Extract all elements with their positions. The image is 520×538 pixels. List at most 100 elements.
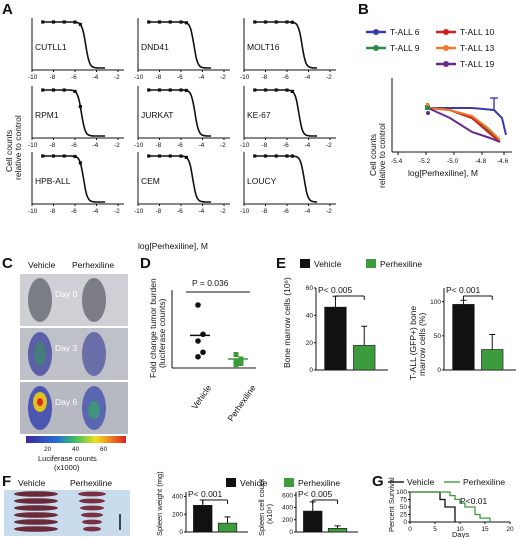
- bar-ytick-label: 0: [309, 367, 313, 374]
- spleen-perhexiline: [81, 512, 103, 518]
- a-xtick-label: -6: [71, 74, 77, 81]
- a-xtick-label: -4: [199, 74, 205, 81]
- panel-b-ylabel-2: relative to control: [377, 123, 387, 188]
- a-point: [274, 20, 278, 24]
- a-xtick-label: -4: [93, 74, 99, 81]
- panel-letter-b: B: [358, 1, 369, 18]
- legend-tall10: T-ALL 10: [460, 27, 494, 37]
- spleen-photo-contents: [14, 491, 106, 532]
- spleen-perhexiline: [80, 505, 104, 511]
- colorbar-tick-40: 40: [72, 446, 80, 453]
- label-day3: Day 3: [55, 343, 77, 353]
- legend-tall13: T-ALL 13: [460, 43, 494, 53]
- a-xtick-label: -4: [199, 142, 205, 149]
- a-xtick-label: -2: [114, 74, 120, 81]
- panel-a-subplot-cem: CEM -10 -8 -6 -4 -2: [134, 152, 230, 215]
- legend-marker-tall6: [373, 29, 379, 35]
- spleen-vehicle: [14, 526, 58, 532]
- a-point: [274, 154, 278, 158]
- curve-tall6: [428, 107, 507, 136]
- a-point: [263, 88, 268, 92]
- a-point: [147, 154, 151, 158]
- label-day6: Day 6: [55, 397, 77, 407]
- a-point: [184, 88, 188, 93]
- a-cell-line-label: CEM: [141, 176, 160, 186]
- spleen-perhexiline: [78, 491, 106, 497]
- a-point: [157, 88, 162, 92]
- d-point-perhexiline: [233, 362, 239, 368]
- a-point: [168, 20, 172, 24]
- colorbar-label-2: (x1000): [54, 463, 80, 472]
- g-xtick-label: 20: [506, 526, 514, 533]
- panel-a-subplot-molt16: MOLT16 -10 -8 -6 -4 -2: [240, 18, 336, 81]
- panel-c-col-vehicle: Vehicle: [28, 260, 56, 270]
- panel-a-ylabel-1: Cell counts: [4, 130, 14, 172]
- bar-pvalue: P< 0.001: [446, 285, 481, 295]
- d-point-perhexiline: [233, 358, 239, 364]
- panel-letter-e: E: [276, 255, 286, 272]
- panel-a-subplot-rpm1: RPM1 -10 -8 -6 -4 -2: [28, 86, 124, 149]
- panel-a-grid: CUTLL1 -10 -8 -6 -4 -2 DND41 -10 -8 -6 -4 -2 MOLT16 -…: [28, 18, 336, 215]
- a-xtick-label: -10: [28, 142, 38, 149]
- bar-ytick-label: 400: [172, 494, 183, 501]
- panel-e-right-plot: 0 50 100 P< 0.001: [430, 285, 516, 374]
- panel-e-legend-swatch-vehicle: [300, 259, 310, 268]
- a-point: [41, 154, 45, 158]
- a-xtick-label: -4: [93, 208, 99, 215]
- a-point: [179, 154, 183, 158]
- d-point-vehicle: [200, 349, 206, 356]
- colorbar-tick-60: 60: [100, 446, 108, 453]
- g-pvalue: P<0.01: [460, 496, 487, 506]
- mouse-perhexiline-day3: [82, 332, 106, 376]
- a-xtick-label: -8: [156, 74, 162, 81]
- panel-f-legend-swatch-vehicle: [226, 478, 236, 487]
- d-point-perhexiline: [233, 352, 239, 357]
- panel-e-legend-perhexiline: Perhexiline: [380, 259, 422, 269]
- panel-letter-a: A: [2, 1, 13, 18]
- a-xtick-label: -10: [28, 208, 38, 215]
- a-xtick-label: -4: [199, 208, 205, 215]
- legend-marker-tall9: [373, 45, 379, 51]
- a-xtick-label: -8: [262, 74, 268, 81]
- a-xtick-label: -8: [156, 142, 162, 149]
- g-ytick-label: 50: [400, 504, 408, 511]
- panel-f-col-vehicle: Vehicle: [18, 478, 46, 488]
- g-survival-vehicle: [410, 491, 456, 522]
- point-tall13-start: [426, 103, 429, 106]
- legend-tall9: T-ALL 9: [390, 43, 420, 53]
- a-point: [78, 104, 82, 109]
- g-xtick-label: 0: [408, 526, 412, 533]
- panel-e-left-plot: 0 20 40 60 P< 0.005: [306, 285, 388, 374]
- a-point: [179, 88, 183, 92]
- a-xtick-label: -2: [220, 142, 226, 149]
- a-point: [285, 88, 289, 92]
- a-xtick-label: -4: [93, 142, 99, 149]
- a-point: [157, 154, 162, 158]
- g-ytick-label: 100: [396, 489, 407, 496]
- a-xtick-label: -6: [283, 208, 289, 215]
- a-xtick-label: -8: [50, 74, 56, 81]
- curve-tall13: [427, 107, 501, 141]
- a-point: [253, 154, 257, 158]
- a-xtick-label: -2: [220, 74, 226, 81]
- panel-a-subplot-cutll1: CUTLL1 -10 -8 -6 -4 -2: [28, 18, 124, 81]
- curve-tall19: [427, 107, 501, 143]
- bar-ytick-label: 200: [172, 511, 183, 518]
- spleen-vehicle: [14, 491, 58, 497]
- panel-f-legend-swatch-perhexiline: [284, 478, 294, 487]
- panel-d-ylabel-1: Fold change tumor burden: [148, 278, 158, 378]
- a-xtick-label: -6: [177, 208, 183, 215]
- panel-d-xlabel-perhexiline: Perhexiline: [225, 383, 257, 423]
- panel-f-right-ylabel-2: (x10⁶): [265, 503, 274, 524]
- panel-letter-d: D: [140, 255, 151, 272]
- a-point: [285, 154, 289, 158]
- mouse-perhexiline-day0: [82, 278, 106, 322]
- a-xtick-label: -8: [50, 142, 56, 149]
- luciferase-colorbar: [26, 436, 126, 443]
- panel-a-subplot-dnd41: DND41 -10 -8 -6 -4 -2: [134, 18, 230, 81]
- bar-ytick-label: 400: [282, 505, 293, 512]
- colorbar-tick-20: 20: [44, 446, 52, 453]
- bar-perhexiline: [327, 528, 348, 533]
- g-xtick-label: 5: [433, 526, 437, 533]
